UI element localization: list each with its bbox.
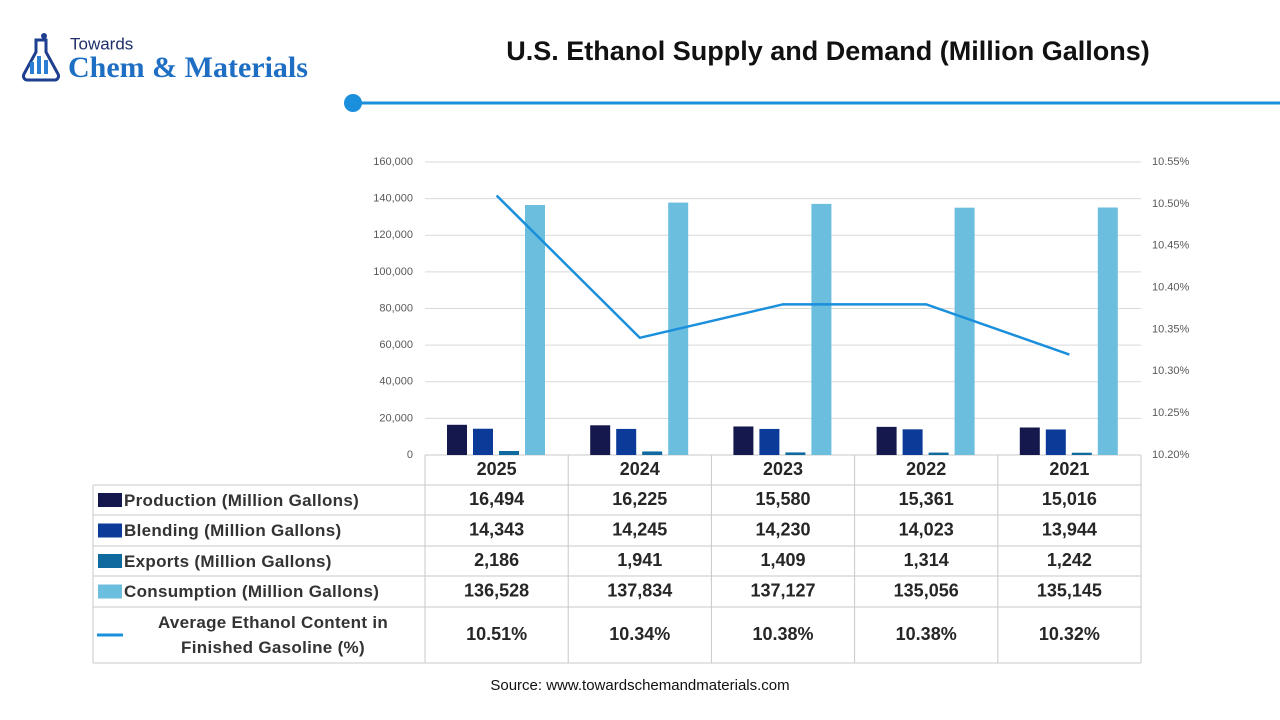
bar	[759, 428, 780, 455]
legend-label-box: Average Ethanol Content in Finished Gaso…	[157, 613, 389, 657]
legend-swatch	[98, 493, 122, 507]
bar	[642, 451, 663, 455]
table-value: 15,580	[755, 489, 810, 509]
table-value: 137,127	[750, 580, 815, 600]
legend-swatch	[98, 554, 122, 568]
table-value: 1,941	[617, 550, 662, 570]
table-value: 135,145	[1037, 580, 1102, 600]
legend-label-box: Production (Million Gallons)	[124, 490, 360, 510]
table-value: 10.38%	[752, 624, 813, 644]
table-value: 15,361	[899, 489, 954, 509]
legend-label: Average Ethanol Content in Finished Gaso…	[157, 613, 389, 657]
table-value: 14,245	[612, 519, 667, 539]
legend-label: Blending (Million Gallons)	[124, 521, 342, 540]
y-tick-label: 100,000	[373, 266, 413, 278]
table-value: 2,186	[474, 550, 519, 570]
table-value: 16,225	[612, 489, 667, 509]
source: Source: www.towardschemandmaterials.com	[490, 677, 789, 694]
header-dot	[344, 94, 362, 112]
bar	[928, 452, 949, 455]
table-value: 10.32%	[1039, 624, 1100, 644]
y2-tick-label: 10.55%	[1152, 156, 1190, 168]
y2-tick-label: 10.35%	[1152, 323, 1190, 335]
bar	[447, 424, 467, 455]
y2-tick-label: 10.25%	[1152, 407, 1190, 419]
table-value: 10.38%	[896, 624, 957, 644]
bar	[499, 450, 519, 455]
legend-label-box: Exports (Million Gallons)	[124, 551, 332, 571]
legend-label: Exports (Million Gallons)	[124, 551, 332, 571]
y-tick-label: 80,000	[379, 302, 413, 314]
bar	[1019, 427, 1040, 455]
table-value: 1,242	[1047, 550, 1092, 570]
table-value: 10.51%	[466, 624, 527, 644]
y-tick-label: 160,000	[373, 156, 413, 168]
table-value: 14,343	[469, 519, 524, 539]
bar	[785, 452, 806, 455]
legend-label: Consumption (Million Gallons)	[124, 582, 380, 601]
table-value: 136,528	[464, 580, 529, 600]
bar	[1045, 429, 1066, 455]
y-tick-label: 0	[407, 449, 413, 461]
x-tick-label: 2023	[763, 459, 803, 479]
bar	[1071, 452, 1092, 455]
bar	[811, 203, 832, 455]
legend-swatch	[98, 523, 122, 538]
bar	[1097, 207, 1118, 455]
table-value: 137,834	[607, 580, 672, 600]
bar	[473, 428, 493, 455]
table-value: 10.34%	[609, 624, 670, 644]
x-tick-label: 2021	[1049, 459, 1089, 479]
table-value: 16,494	[469, 489, 524, 509]
bar	[876, 426, 897, 455]
x-tick-label: 2022	[906, 459, 946, 479]
bar	[525, 204, 545, 455]
legend-swatch	[98, 584, 122, 599]
line	[495, 194, 1070, 356]
y2-tick-label: 10.20%	[1152, 449, 1190, 461]
logo-top: Towards	[70, 34, 133, 53]
bar	[616, 428, 637, 455]
bar	[954, 207, 975, 455]
y2-tick-label: 10.30%	[1152, 365, 1190, 377]
table-value: 13,944	[1042, 519, 1097, 539]
table-value: 1,409	[760, 550, 805, 570]
chart-title: U.S. Ethanol Supply and Demand (Million …	[506, 36, 1150, 66]
legend-label-box: Consumption (Million Gallons)	[124, 582, 380, 601]
y-tick-label: 120,000	[373, 229, 413, 241]
y-tick-label: 60,000	[379, 339, 413, 351]
table-value: 1,314	[904, 550, 949, 570]
table-value: 15,016	[1042, 489, 1097, 509]
logo-bottom: Chem & Materials	[68, 51, 308, 84]
bar	[733, 426, 754, 455]
y2-tick-label: 10.40%	[1152, 281, 1190, 293]
bar	[902, 429, 923, 455]
legend-label: Production (Million Gallons)	[124, 490, 360, 510]
logo-icon	[21, 33, 61, 82]
legend-label-box: Blending (Million Gallons)	[124, 521, 342, 540]
y-tick-label: 40,000	[379, 376, 413, 388]
x-tick-label: 2024	[620, 459, 660, 479]
table-value: 14,023	[899, 519, 954, 539]
y-tick-label: 20,000	[379, 412, 413, 424]
table-value: 14,230	[755, 519, 810, 539]
y-tick-label: 140,000	[373, 193, 413, 205]
bar	[590, 425, 611, 455]
table-value: 135,056	[894, 580, 959, 600]
x-tick-label: 2025	[477, 459, 517, 479]
y2-tick-label: 10.50%	[1152, 198, 1190, 210]
y2-tick-label: 10.45%	[1152, 240, 1190, 252]
